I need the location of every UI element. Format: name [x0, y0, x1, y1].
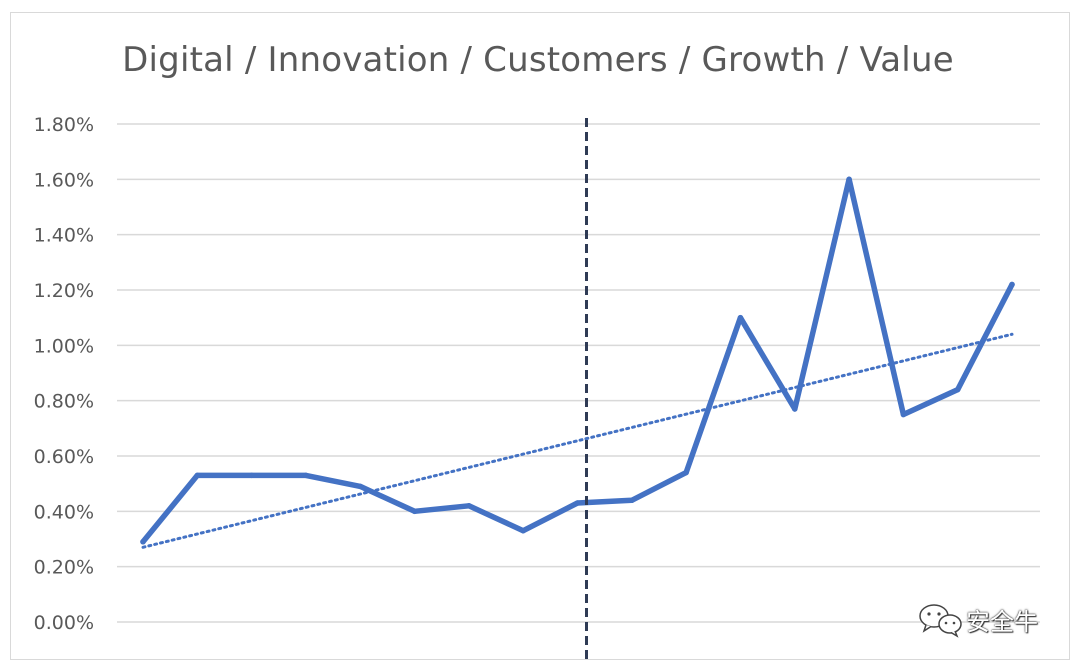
y-tick-label: 0.00% — [34, 612, 94, 634]
y-tick-label: 0.80% — [34, 391, 94, 413]
y-tick-label: 0.60% — [34, 446, 94, 468]
y-tick-label: 0.40% — [34, 501, 94, 523]
y-tick-label: 1.80% — [34, 114, 94, 136]
data-point — [140, 539, 146, 545]
data-point — [737, 314, 744, 321]
data-point — [411, 508, 418, 515]
y-tick-label: 1.40% — [34, 225, 94, 247]
y-tick-label: 1.60% — [34, 169, 94, 191]
series-layer — [140, 176, 1015, 545]
data-point — [683, 469, 689, 476]
trendline — [141, 332, 1014, 549]
data-point — [629, 497, 635, 504]
data-point — [248, 472, 255, 479]
data-point — [520, 527, 526, 534]
data-point — [954, 386, 961, 393]
y-tick-label: 1.20% — [34, 280, 94, 302]
data-point — [846, 176, 852, 183]
watermark: 安全牛 — [918, 600, 1058, 640]
y-tick-label: 0.20% — [34, 557, 94, 579]
data-point — [1009, 281, 1015, 288]
trendline-layer — [141, 332, 1014, 549]
watermark-text: 安全牛 — [966, 608, 1038, 636]
gridlines — [117, 123, 1040, 623]
y-tick-label: 1.00% — [34, 335, 94, 357]
data-point — [574, 500, 581, 506]
data-point — [900, 411, 907, 418]
chart-frame — [10, 12, 1070, 660]
data-point — [357, 483, 363, 490]
data-point — [303, 472, 309, 479]
chart-title: Digital / Innovation / Customers / Growt… — [122, 40, 954, 80]
data-point — [792, 406, 798, 412]
y-axis-labels: 0.00% 0.20% 0.40% 0.60% 0.80% 1.00% 1.20% 1.40%… — [34, 114, 94, 634]
wechat-icon — [919, 604, 962, 638]
series-line — [140, 176, 1015, 545]
data-point — [194, 472, 201, 479]
data-point — [466, 503, 472, 509]
